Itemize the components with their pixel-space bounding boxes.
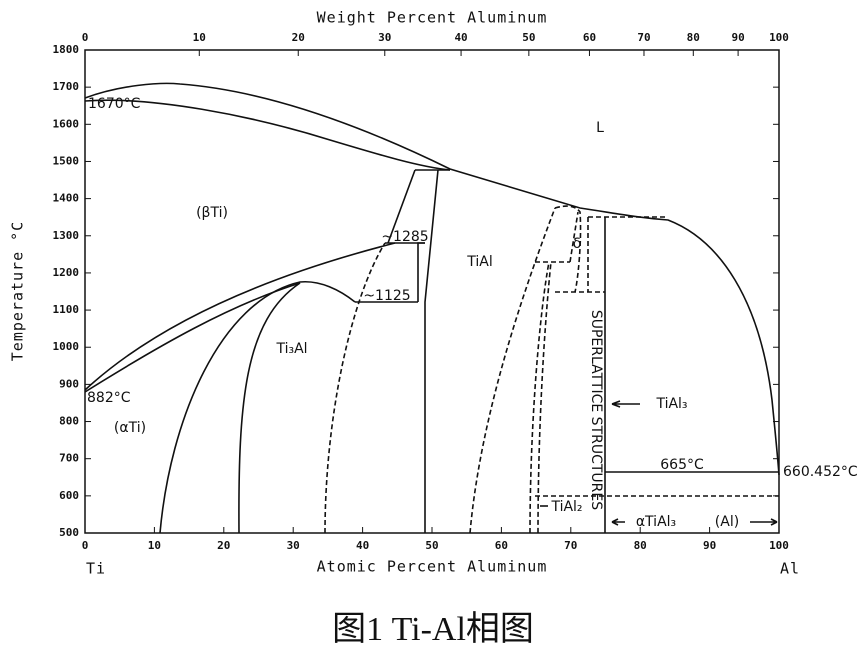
phase-boundaries [84, 82, 780, 534]
x-tick-label: 20 [217, 539, 230, 552]
y-tick-label: 1000 [53, 340, 80, 353]
annotation: 882°C [87, 390, 131, 406]
y-tick-label: 1400 [53, 192, 80, 205]
annotation: (βTi) [196, 205, 228, 221]
annotation: (Al) [715, 514, 739, 530]
x-tick-label: 90 [703, 539, 716, 552]
annotation: (αTi) [114, 420, 146, 436]
x2-tick-label: 80 [687, 31, 700, 44]
y-tick-label: 600 [59, 489, 79, 502]
y-tick-label: 1300 [53, 229, 80, 242]
x2-tick-label: 10 [193, 31, 206, 44]
annotation: TiAl [466, 254, 492, 270]
annotation: 1670°C [88, 96, 141, 112]
bottom-axis-label: Atomic Percent Aluminum [317, 558, 548, 576]
x-tick-label: 100 [769, 539, 789, 552]
x-tick-label: 40 [356, 539, 369, 552]
x-tick-label: 60 [495, 539, 508, 552]
caption: 图1 Ti-Al相图 [332, 610, 534, 648]
y-tick-label: 1600 [53, 117, 80, 130]
x-tick-label: 70 [564, 539, 577, 552]
top-axis-label: Weight Percent Aluminum [317, 9, 548, 27]
x2-tick-label: 60 [583, 31, 596, 44]
annotation: 660.452°C [783, 464, 858, 480]
x2-tick-label: 50 [522, 31, 535, 44]
annotation: TiAl₂ [550, 499, 582, 515]
x2-tick-label: 40 [454, 31, 467, 44]
y-axis-label: Temperature °C [9, 221, 27, 361]
x-tick-label: 30 [287, 539, 300, 552]
annotation: SUPERLATTICE STRUCTURES [588, 310, 604, 510]
y-tick-label: 500 [59, 526, 79, 539]
y-tick-label: 1700 [53, 80, 80, 93]
x2-tick-label: 90 [731, 31, 744, 44]
annotation: 665°C [660, 457, 704, 473]
x2-tick-label: 30 [378, 31, 391, 44]
x2-tick-label: 70 [637, 31, 650, 44]
left-element: Ti [86, 560, 106, 578]
annotation: L [596, 120, 604, 136]
y-tick-label: 1100 [53, 303, 80, 316]
y-tick-label: 1500 [53, 154, 80, 167]
x2-tick-label: 20 [292, 31, 305, 44]
y-tick-label: 900 [59, 377, 79, 390]
annotation: ~1125 [363, 288, 410, 304]
x2-tick-label: 0 [82, 31, 89, 44]
annotation: Ti₃Al [275, 341, 307, 357]
x2-tick-label: 100 [769, 31, 789, 44]
annotation: αTiAl₃ [636, 514, 676, 530]
annotation: ~1285 [381, 229, 428, 245]
x-tick-label: 0 [82, 539, 89, 552]
x-tick-label: 50 [425, 539, 438, 552]
annotation: TiAl₃ [655, 396, 687, 412]
x-tick-label: 80 [634, 539, 647, 552]
y-tick-label: 800 [59, 415, 79, 428]
x-tick-label: 10 [148, 539, 161, 552]
annotation: δ [573, 236, 582, 252]
y-tick-label: 1800 [53, 43, 80, 56]
right-element: Al [780, 560, 800, 578]
y-tick-label: 700 [59, 452, 79, 465]
y-tick-label: 1200 [53, 266, 80, 279]
